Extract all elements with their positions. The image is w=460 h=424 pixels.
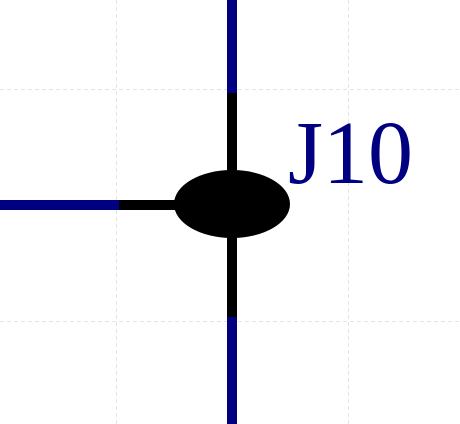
junction-dot[interactable] (174, 170, 290, 238)
junction-label: J10 (288, 104, 413, 203)
net-wires (0, 0, 237, 424)
